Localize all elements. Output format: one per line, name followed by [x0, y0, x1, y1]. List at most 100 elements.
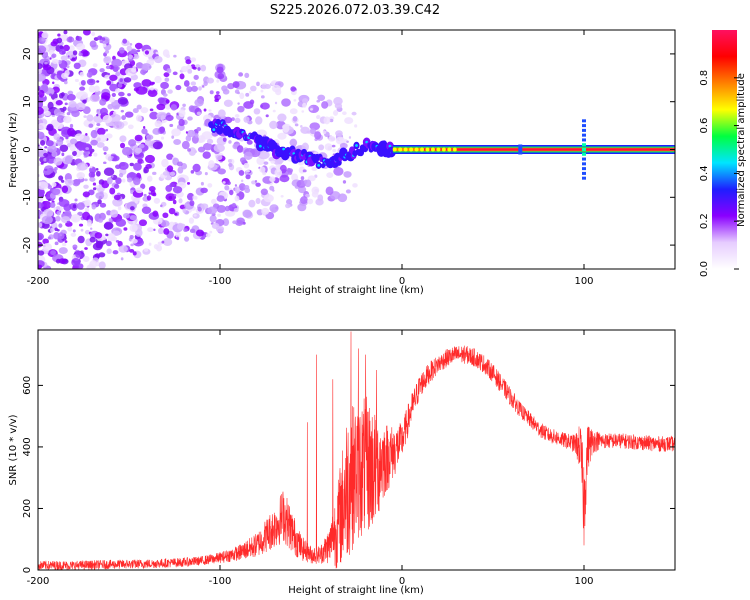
- noise-blob: [190, 81, 197, 86]
- spectrogram-x-label: Height of straight line (km): [288, 285, 424, 296]
- noise-blob: [48, 198, 51, 202]
- snr-x-label: Height of straight line (km): [288, 585, 424, 596]
- noise-blob: [303, 179, 308, 184]
- noise-blob: [57, 59, 62, 65]
- noise-blob: [123, 227, 128, 231]
- noise-blob: [237, 105, 245, 113]
- noise-blob: [117, 97, 128, 105]
- noise-blob: [197, 206, 202, 212]
- noise-blob: [77, 235, 85, 244]
- noise-blob: [103, 161, 107, 165]
- noise-blob: [78, 52, 83, 57]
- noise-blob: [149, 111, 159, 120]
- noise-blob: [58, 48, 66, 55]
- noise-blob: [182, 208, 187, 214]
- noise-blob: [260, 89, 264, 93]
- noise-blob: [309, 128, 317, 135]
- noise-blob: [72, 50, 78, 56]
- noise-blob: [78, 150, 84, 155]
- noise-blob: [324, 143, 333, 151]
- noise-blob: [186, 192, 195, 201]
- burst-cell: [582, 138, 586, 142]
- noise-blob: [58, 223, 63, 228]
- noise-blob: [92, 182, 97, 186]
- noise-blob: [82, 30, 91, 36]
- noise-blob: [91, 204, 97, 210]
- noise-blob: [147, 227, 154, 233]
- noise-blob: [206, 77, 214, 84]
- noise-blob: [47, 101, 54, 110]
- noise-blob: [193, 74, 199, 80]
- noise-blob: [193, 214, 197, 217]
- noise-blob: [146, 134, 154, 140]
- x-tick-label: 0: [399, 576, 405, 587]
- noise-blob: [105, 129, 109, 132]
- noise-blob: [58, 92, 64, 99]
- noise-blob: [38, 181, 49, 190]
- noise-blob: [148, 242, 152, 246]
- noise-blob: [176, 236, 180, 241]
- noise-blob: [72, 179, 81, 187]
- noise-blob: [282, 124, 290, 133]
- noise-blob: [213, 143, 225, 153]
- ridge-core: [420, 148, 675, 151]
- noise-blob: [96, 113, 99, 117]
- noise-blob: [51, 182, 57, 187]
- noise-blob: [120, 109, 125, 113]
- noise-blob: [129, 235, 134, 239]
- y-tick-label: 600: [22, 376, 33, 395]
- noise-blob: [47, 145, 58, 153]
- burst-cell: [582, 157, 586, 161]
- snr-axes: -200 -100 0 100 0 200 400 600: [22, 330, 675, 587]
- noise-blob: [134, 134, 143, 142]
- noise-blob: [92, 187, 97, 191]
- ridge-peak: [436, 147, 441, 152]
- colorbar-ticks: 0.0 0.2 0.4 0.6 0.8: [699, 70, 739, 277]
- noise-blob: [38, 122, 47, 131]
- noise-blob: [119, 78, 123, 82]
- noise-blob: [332, 149, 337, 153]
- noise-blob: [82, 99, 87, 104]
- noise-blob: [121, 146, 133, 156]
- noise-blob: [38, 69, 43, 74]
- noise-blob: [59, 45, 64, 50]
- noise-blob: [113, 194, 121, 201]
- track-peak: [388, 144, 392, 148]
- noise-blob: [99, 107, 108, 116]
- noise-blob: [260, 188, 268, 196]
- noise-blob: [118, 47, 125, 54]
- noise-blob: [38, 234, 43, 241]
- noise-blob: [63, 115, 72, 124]
- noise-blob: [316, 115, 320, 119]
- noise-blob: [141, 206, 152, 215]
- noise-blob: [154, 55, 163, 64]
- noise-blob: [68, 45, 75, 52]
- noise-blob: [196, 126, 202, 132]
- noise-blob: [306, 130, 311, 134]
- burst-cell: [582, 152, 586, 156]
- noise-blob: [211, 222, 220, 230]
- noise-blob: [254, 180, 258, 183]
- noise-blob: [103, 152, 107, 155]
- noise-blob: [76, 172, 85, 180]
- noise-blob: [200, 203, 209, 210]
- noise-blob: [239, 157, 247, 163]
- colorbar-tick-label: 0.6: [699, 118, 710, 134]
- ridge-peak: [452, 147, 457, 152]
- noise-blob: [109, 187, 116, 195]
- noise-blob: [52, 81, 55, 85]
- noise-blob: [337, 193, 348, 203]
- noise-blob: [232, 220, 238, 225]
- noise-blob: [99, 40, 104, 44]
- noise-blob: [67, 55, 70, 58]
- noise-blob: [211, 198, 217, 205]
- noise-blob: [95, 91, 99, 96]
- noise-blob: [189, 228, 196, 234]
- noise-blob: [190, 57, 197, 62]
- noise-blob: [159, 126, 166, 134]
- noise-blob: [146, 195, 152, 201]
- noise-blob: [126, 45, 133, 52]
- noise-blob: [38, 241, 43, 248]
- noise-blob: [53, 133, 60, 141]
- noise-blob: [89, 40, 97, 48]
